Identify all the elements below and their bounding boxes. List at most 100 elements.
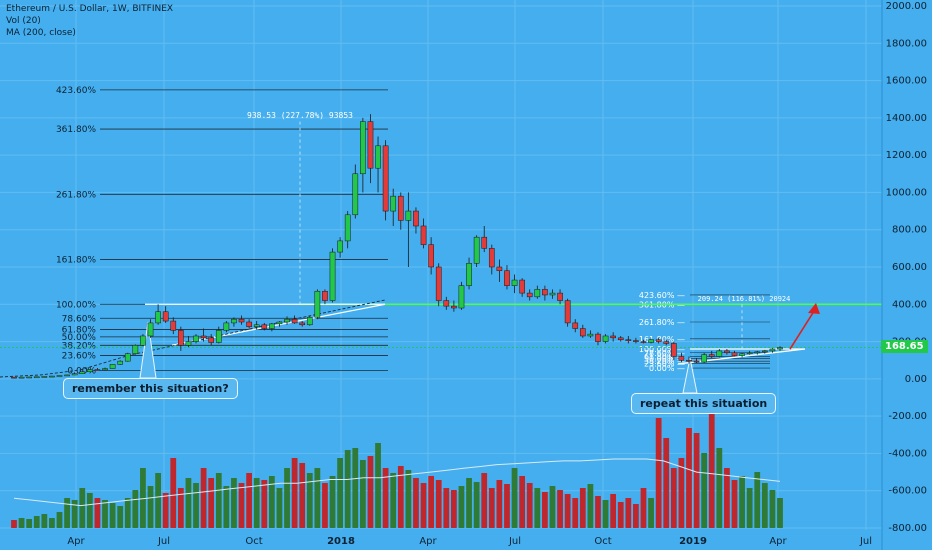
candle-body <box>215 330 222 343</box>
volume-bar <box>102 500 108 528</box>
volume-bar <box>314 468 321 528</box>
candle-body <box>746 352 753 355</box>
volume-bar <box>322 483 328 528</box>
repeat-note[interactable]: repeat this situation <box>631 393 777 414</box>
candle-body <box>170 320 177 331</box>
volume-bar <box>390 473 397 528</box>
symbol-title[interactable]: Ethereum / U.S. Dollar, 1W, BITFINEX <box>6 4 174 14</box>
volume-bar <box>466 478 472 528</box>
candle-body <box>306 317 313 326</box>
candle-body <box>678 356 685 361</box>
volume-bar <box>504 484 510 528</box>
volume-bar <box>602 500 609 528</box>
candle-body <box>11 376 17 379</box>
volume-bar <box>284 468 290 528</box>
candle-body <box>124 353 131 362</box>
candle-body <box>579 328 586 337</box>
volume-bar <box>177 488 184 528</box>
candle-body <box>208 337 215 343</box>
volume-bar <box>79 488 86 528</box>
candle-body <box>117 360 124 365</box>
candle-body <box>670 343 677 357</box>
candle-body <box>519 279 525 294</box>
time-tick-label: Apr <box>419 536 437 547</box>
target-arrow-head <box>808 303 820 314</box>
volume-bar <box>648 498 654 528</box>
candle-body <box>397 195 404 221</box>
volume-bar <box>64 498 70 528</box>
candle-body <box>49 375 55 378</box>
candle-body <box>496 266 503 271</box>
candle-body <box>94 369 101 371</box>
volume-bar <box>625 498 632 528</box>
fib-label-right: 78.60% — <box>644 349 685 358</box>
candle-body <box>511 279 518 286</box>
candle-body <box>739 353 745 356</box>
volume-bar <box>519 476 526 528</box>
candle-body <box>200 335 207 339</box>
fib-label-right: 100.00% — <box>639 345 685 354</box>
candle-body <box>314 290 321 318</box>
volume-bar <box>155 473 161 528</box>
volume-bar <box>329 476 336 528</box>
candle-body <box>56 375 63 377</box>
candle-body <box>443 300 450 307</box>
candle-body <box>413 210 419 227</box>
volume-bar <box>678 458 685 528</box>
candle-body <box>367 121 374 169</box>
time-tick-label: 2018 <box>327 536 355 547</box>
candle-body <box>382 145 389 212</box>
volume-bar <box>549 486 556 528</box>
candle-body <box>102 368 108 371</box>
remember-note[interactable]: remember this situation? <box>63 378 238 399</box>
right-measure-label: 209.24 (116.81%) 20924 <box>698 295 791 303</box>
fib-label-right: 0.00% — <box>649 364 685 373</box>
volume-bar <box>337 458 344 528</box>
volume-bar <box>655 418 662 528</box>
volume-bar <box>633 504 639 528</box>
candle-body <box>405 210 412 221</box>
volume-indicator-label[interactable]: Vol (20) <box>6 16 41 26</box>
candle-body <box>26 376 32 379</box>
candle-body <box>595 333 601 342</box>
volume-bar <box>526 483 533 528</box>
volume-bar <box>124 498 131 528</box>
candle-body <box>648 339 654 343</box>
candle-body <box>41 376 48 378</box>
candle-body <box>18 376 25 379</box>
candle-body <box>435 266 442 301</box>
volume-bar <box>382 468 389 528</box>
volume-bar <box>488 488 495 528</box>
candle-body <box>64 374 70 377</box>
volume-bar <box>572 498 579 528</box>
candle-body <box>246 321 252 327</box>
time-tick-label: Jul <box>157 536 170 547</box>
price-tick-label: 1400.00 <box>886 113 927 124</box>
candle-body <box>352 173 359 216</box>
fib-label-right: 423.60% — <box>639 291 685 300</box>
candle-body <box>716 350 723 357</box>
volume-bar <box>18 518 25 528</box>
volume-bar <box>94 498 101 528</box>
volume-bar <box>397 466 404 528</box>
volume-bar <box>701 453 708 528</box>
volume-bar <box>193 483 199 528</box>
fib-label-right: 38.20% — <box>644 357 685 366</box>
volume-bar <box>663 438 670 528</box>
candle-body <box>79 371 86 374</box>
volume-bars <box>11 408 783 528</box>
last-price-tag: 168.65 <box>881 340 928 353</box>
candle-body <box>754 351 761 354</box>
ma-indicator-label[interactable]: MA (200, close) <box>6 28 76 38</box>
candle-body <box>640 341 647 343</box>
candle-body <box>542 289 548 296</box>
time-tick-label: Apr <box>769 536 787 547</box>
fib-label-right: 161.80% — <box>639 335 685 344</box>
price-tick-label: 1200.00 <box>886 150 927 161</box>
price-tick-label: 400.00 <box>892 299 927 310</box>
candle-body <box>602 335 609 342</box>
candle-body <box>337 240 343 253</box>
